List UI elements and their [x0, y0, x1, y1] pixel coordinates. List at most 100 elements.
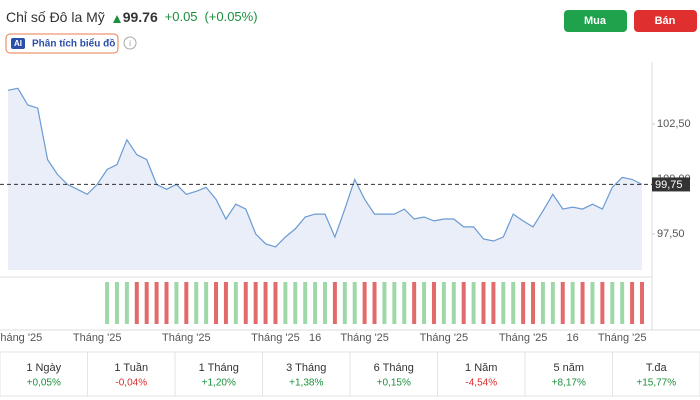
- period-label: 5 năm: [553, 362, 584, 374]
- volume-bar: [352, 282, 357, 324]
- volume-bar: [431, 282, 436, 324]
- x-tick-label: Tháng '25: [598, 332, 647, 344]
- volume-bar: [313, 282, 318, 324]
- volume-bar: [223, 282, 228, 324]
- volume-bar: [214, 282, 219, 324]
- volume-bar: [253, 282, 258, 324]
- volume-bar: [233, 282, 238, 324]
- volume-bar: [640, 282, 644, 324]
- volume-bar: [174, 282, 179, 324]
- period-label: 1 Tháng: [199, 362, 239, 374]
- current-price-label: 99,75: [655, 179, 683, 191]
- volume-bar: [332, 282, 337, 324]
- title: Chỉ số Đô la Mỹ: [6, 9, 105, 25]
- x-tick-label: 16: [309, 332, 321, 344]
- volume-bar: [501, 282, 506, 324]
- volume-bar: [114, 282, 119, 324]
- volume-bar: [134, 282, 139, 324]
- volume-bar: [481, 282, 486, 324]
- price-line: [7, 87, 643, 248]
- volume-bar: [124, 282, 129, 324]
- volume-bar: [540, 282, 545, 324]
- info-icon-text: i: [129, 39, 131, 48]
- volume-bar: [560, 282, 565, 324]
- area-fill: [8, 88, 642, 270]
- volume-bar: [550, 282, 555, 324]
- buy-label[interactable]: Mua: [584, 15, 607, 27]
- period-change: +1,38%: [289, 378, 323, 389]
- buy-button[interactable]: [564, 10, 627, 32]
- volume-bar: [590, 282, 595, 324]
- period-label: T.đa: [646, 362, 668, 374]
- volume-bar: [283, 282, 288, 324]
- sell-label[interactable]: Bán: [655, 15, 676, 27]
- volume-bar: [441, 282, 446, 324]
- current-price-box: [652, 177, 690, 192]
- volume-bar: [630, 282, 635, 324]
- period-label: 3 Tháng: [286, 362, 326, 374]
- volume-bar: [164, 282, 169, 324]
- x-tick-label: Tháng '25: [251, 332, 300, 344]
- volume-bar: [422, 282, 427, 324]
- info-icon[interactable]: [123, 36, 137, 50]
- analysis-label[interactable]: Phân tích biểu đồ: [32, 38, 115, 50]
- period-label: 6 Tháng: [374, 362, 414, 374]
- volume-bar: [451, 282, 456, 324]
- volume-bar: [154, 282, 159, 324]
- volume-bar: [372, 282, 377, 324]
- sell-button[interactable]: [634, 10, 697, 32]
- volume-bar: [412, 282, 417, 324]
- x-tick-label: Tháng '25: [0, 332, 42, 344]
- period-label: 1 Năm: [465, 362, 497, 374]
- period-change: -0,04%: [115, 378, 147, 389]
- volume-bar: [323, 282, 327, 324]
- volume-bar: [273, 282, 278, 324]
- up-arrow: [113, 15, 121, 23]
- x-tick-label: Tháng '25: [340, 332, 389, 344]
- volume-bar: [531, 282, 536, 324]
- x-tick-label: Tháng '25: [73, 332, 122, 344]
- volume-bar: [521, 282, 526, 324]
- y-tick-label: 97,50: [657, 228, 685, 240]
- volume-bar: [382, 282, 387, 324]
- ai-badge-text: AI: [14, 39, 22, 48]
- volume-bar: [491, 282, 496, 324]
- volume-bar: [610, 282, 615, 324]
- header-line: Chỉ số Đô la Mỹ 99.76 +0.05 (+0.05%): [6, 9, 258, 25]
- volume-bar: [471, 282, 476, 324]
- volume-bar: [402, 282, 407, 324]
- period-change: +15,77%: [636, 378, 676, 389]
- volume-bar: [620, 282, 625, 324]
- change: +0.05: [165, 9, 198, 24]
- x-tick-label: Tháng '25: [420, 332, 469, 344]
- analysis-button[interactable]: [5, 33, 119, 54]
- ai-badge: [11, 38, 25, 49]
- volume-bar: [362, 282, 367, 324]
- volume-bar: [105, 282, 110, 324]
- period-change: +0,05%: [27, 378, 61, 389]
- x-tick-label: Tháng '25: [499, 332, 548, 344]
- volume-bar: [204, 282, 209, 324]
- volume-bar: [570, 282, 575, 324]
- volume-bar: [580, 282, 585, 324]
- volume-bar: [303, 282, 308, 324]
- period-label: 1 Tuần: [114, 362, 148, 374]
- period-change: +0,15%: [377, 378, 411, 389]
- volume-bar: [293, 282, 298, 324]
- period-change: +8,17%: [552, 378, 586, 389]
- x-tick-label: 16: [567, 332, 579, 344]
- period-label: 1 Ngày: [26, 362, 61, 374]
- volume-bar: [243, 282, 248, 324]
- volume-bar: [184, 282, 189, 324]
- period-change: +1,20%: [202, 378, 236, 389]
- volume-bar: [342, 282, 347, 324]
- volume-bar: [263, 282, 268, 324]
- y-tick-label: 102,50: [657, 118, 691, 130]
- x-tick-label: Tháng '25: [162, 332, 211, 344]
- price: 99.76: [123, 9, 158, 25]
- period-change: -4,54%: [465, 378, 497, 389]
- volume-bar: [511, 282, 516, 324]
- volume-bar: [600, 282, 605, 324]
- volume-bar: [194, 282, 199, 324]
